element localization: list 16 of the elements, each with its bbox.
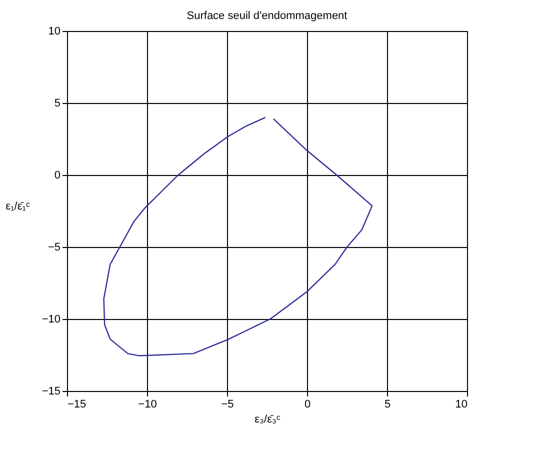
x-tick-label: −15 <box>68 398 86 410</box>
y-tick-label: −5 <box>48 242 60 254</box>
y-tick-label: 10 <box>48 26 60 38</box>
x-tick-label: −5 <box>221 398 234 410</box>
y-tick-label: −15 <box>42 386 60 398</box>
y-tick-label: −10 <box>42 314 60 326</box>
y-axis-title: ε₁/ε̄₁ᶜ <box>6 200 30 212</box>
x-tick-label: 5 <box>384 398 391 410</box>
line-series <box>103 116 373 356</box>
chart-title: Surface seuil d'endommagement <box>186 10 348 22</box>
x-axis-title: ε₃/ε̄₃ᶜ <box>254 414 280 426</box>
y-tick-label: 0 <box>54 170 60 182</box>
x-tick-label: −10 <box>138 398 157 410</box>
y-tick-label: 5 <box>54 98 60 110</box>
x-tick-label: 10 <box>455 398 468 410</box>
x-tick-label: 0 <box>304 398 311 410</box>
